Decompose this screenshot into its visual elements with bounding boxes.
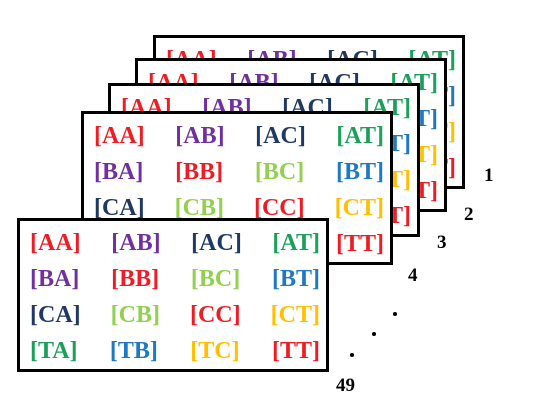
grid-card-49: [AA] [AB] [AC] [AT] [BA] [BB] [BC] [BT] [CA] [C… — [17, 218, 329, 372]
layer-number-3: 3 — [437, 232, 447, 253]
grid-cell: [CC] — [253, 195, 305, 221]
ellipsis-dot — [393, 312, 397, 316]
layer-number-2: 2 — [464, 204, 474, 225]
grid-cell: [CT] — [270, 302, 320, 328]
grid-cell: [AA] — [30, 230, 81, 256]
grid-cell: [BC] — [190, 266, 241, 292]
grid-cell: [BB] — [111, 266, 160, 292]
grid-cell: [TT] — [272, 338, 320, 364]
grid-cell: [TA] — [30, 338, 78, 364]
grid-cell: [BT] — [272, 266, 320, 292]
layer-number-4: 4 — [408, 265, 418, 286]
ellipsis-dot — [350, 353, 354, 357]
grid-cell: [AA] — [94, 123, 145, 149]
grid-cell: [TC] — [190, 338, 240, 364]
ellipsis-dot — [372, 332, 376, 336]
grid-cell: [AC] — [255, 123, 306, 149]
grid-cell: [CB] — [174, 195, 224, 221]
grid-cell: [AT] — [336, 123, 384, 149]
layer-number-49: 49 — [336, 375, 355, 396]
grid-cell: [BT] — [336, 159, 384, 185]
grid-cell: [AT] — [272, 230, 320, 256]
grid-row: [AA] [AB] [AC] [AT] — [94, 122, 384, 150]
grid-cell: [AC] — [191, 230, 242, 256]
grid-row: [BA] [BB] [BC] [BT] — [94, 158, 384, 186]
grid-row: [CA] [CB] [CC] [CT] — [30, 301, 320, 329]
grid-row: [AA] [AB] [AC] [AT] — [30, 229, 320, 257]
grid-cell: [TT] — [336, 231, 384, 257]
layer-number-1: 1 — [484, 165, 494, 186]
grid-cell: [CT] — [334, 195, 384, 221]
grid-row: [CA] [CB] [CC] [CT] — [94, 194, 384, 222]
grid-cell: [CC] — [189, 302, 241, 328]
grid-cell: [BB] — [175, 159, 224, 185]
grid-cell: [BA] — [30, 266, 80, 292]
grid-cell: [CB] — [110, 302, 160, 328]
grid-row: [TA] [TB] [TC] [TT] — [30, 337, 320, 365]
grid-cell: [BA] — [94, 159, 144, 185]
grid-cell: [CA] — [94, 195, 145, 221]
grid-row: [BA] [BB] [BC] [BT] — [30, 265, 320, 293]
grid-cell: [AB] — [111, 230, 161, 256]
grid-cell: [TB] — [109, 338, 158, 364]
grid-cell: [AB] — [175, 123, 225, 149]
grid-cell: [BC] — [254, 159, 305, 185]
grid-cell: [CA] — [30, 302, 81, 328]
